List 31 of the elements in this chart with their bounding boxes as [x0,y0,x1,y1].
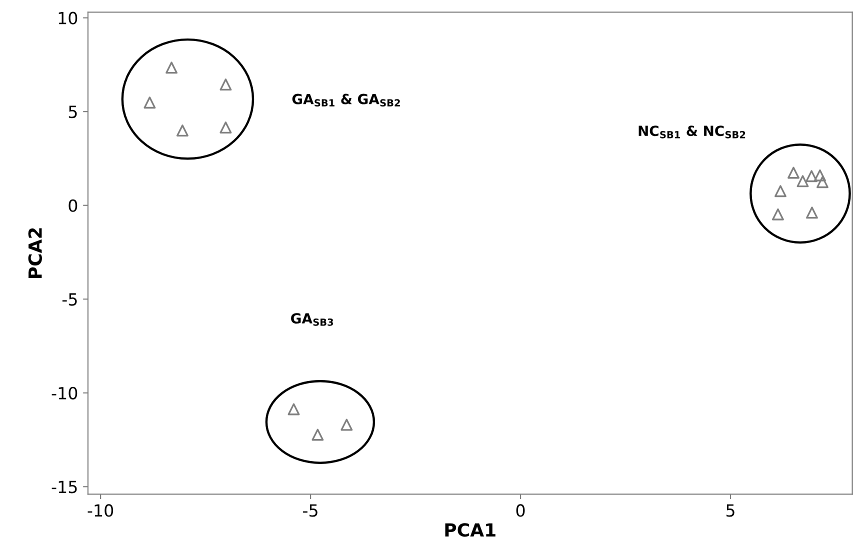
point [288,403,300,416]
annotation: GA$_{SB3}$ [291,313,334,326]
point [220,122,232,134]
point [806,170,818,182]
point [816,176,828,188]
point [774,185,786,198]
point [166,62,178,74]
annotation: NC$_{SB1}$ & NC$_{SB2}$ [638,126,746,138]
point [806,206,818,219]
x-tick-label: 5 [726,504,734,517]
y-tick-label: 0 [68,199,78,212]
y-axis-title: PCA2 [28,228,42,278]
x-tick-label: -10 [88,504,114,517]
point [796,175,809,188]
y-tick-label: -15 [52,480,77,494]
x-tick-label: 0 [516,504,525,517]
point [312,428,324,441]
x-tick-label: -5 [303,504,318,517]
point [788,166,800,179]
y-tick-label: -5 [62,293,77,306]
point [144,96,156,109]
annotation: GA$_{SB1}$ & GA$_{SB2}$ [292,94,400,107]
point [814,169,826,182]
y-tick-label: -10 [52,386,78,400]
y-tick-label: 5 [68,106,77,118]
point [340,418,353,431]
x-axis-title: PCA1 [445,523,496,537]
point [772,208,784,220]
y-tick-label: 10 [58,12,78,24]
point [220,78,232,91]
point [176,124,188,137]
